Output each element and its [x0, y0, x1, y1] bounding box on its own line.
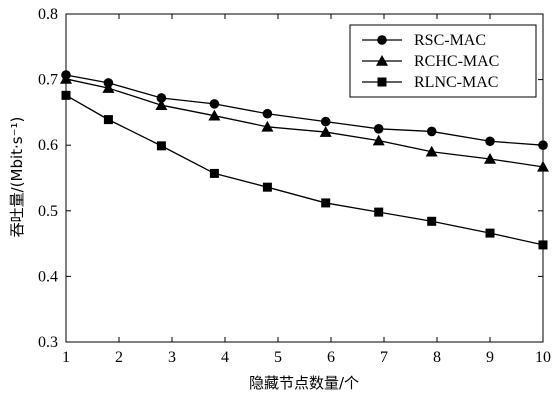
series-line-rsc-mac	[65, 74, 544, 146]
x-tick-label: 10	[535, 349, 551, 366]
legend-label-rsc-mac: RSC-MAC	[414, 32, 486, 49]
x-tick-label: 3	[168, 349, 176, 366]
data-point-rlnc-mac	[485, 228, 495, 238]
data-point-rsc-mac	[373, 124, 384, 134]
data-point-rchc-mac	[261, 120, 274, 132]
x-axis-title: 隐藏节点数量/个	[249, 374, 359, 392]
data-point-rsc-mac	[426, 126, 437, 137]
y-tick-label: 0.8	[38, 6, 58, 23]
data-point-rchc-mac	[537, 160, 549, 172]
x-tick-label: 5	[274, 349, 282, 366]
data-point-rsc-mac	[320, 116, 331, 127]
data-point-rsc-mac	[538, 140, 548, 150]
axes: 1 2 3 4 5 6 7 8 9 10 0.3 0.4 0.5 0.6 0.7 0.8	[38, 6, 551, 366]
legend-marker-rchc-mac	[376, 55, 388, 66]
data-point-rsc-mac	[209, 99, 220, 109]
data-point-rchc-mac	[425, 145, 438, 157]
legend-marker-rlnc-mac	[377, 77, 387, 87]
data-point-rlnc-mac	[427, 216, 437, 226]
data-point-rsc-mac	[485, 136, 495, 147]
data-point-rchc-mac	[208, 109, 221, 121]
y-tick-label: 0.4	[38, 268, 58, 285]
series-rlnc-mac	[61, 90, 548, 250]
y-tick-label: 0.6	[38, 137, 58, 154]
series-rchc-mac	[60, 72, 549, 172]
data-point-rchc-mac	[60, 72, 72, 84]
data-point-rchc-mac	[372, 134, 385, 146]
data-point-rlnc-mac	[262, 182, 272, 192]
data-point-rlnc-mac	[374, 207, 384, 217]
x-tick-label: 1	[62, 349, 70, 366]
y-tick-label: 0.3	[38, 334, 58, 351]
legend-marker-rsc-mac	[377, 35, 387, 45]
legend-label-rlnc-mac: RLNC-MAC	[414, 74, 498, 91]
data-point-rlnc-mac	[156, 141, 166, 151]
plot-frame	[65, 13, 544, 343]
x-tick-label: 7	[380, 349, 388, 366]
legend-label-rchc-mac: RCHC-MAC	[414, 53, 499, 70]
data-point-rsc-mac	[156, 93, 167, 103]
data-point-rchc-mac	[155, 99, 168, 110]
x-tick-label: 8	[433, 349, 441, 366]
data-point-rchc-mac	[484, 152, 496, 164]
series-line-rchc-mac	[65, 78, 544, 168]
series-layer	[60, 70, 549, 250]
data-point-rchc-mac	[102, 82, 115, 93]
data-point-rlnc-mac	[103, 115, 113, 125]
data-point-rlnc-mac	[209, 168, 219, 178]
y-tick-label: 0.5	[38, 203, 58, 220]
y-axis-title: 吞吐量/(Mbit·s⁻¹)	[8, 117, 26, 238]
data-point-rlnc-mac	[61, 90, 71, 100]
data-point-rlnc-mac	[538, 240, 548, 250]
data-point-rchc-mac	[319, 126, 332, 137]
legend: RSC-MAC RCHC-MAC RLNC-MAC	[349, 24, 537, 98]
x-tick-label: 2	[115, 349, 123, 366]
data-point-rsc-mac	[262, 108, 273, 119]
data-point-rlnc-mac	[321, 198, 331, 208]
x-tick-label: 9	[486, 349, 494, 366]
x-tick-label: 4	[221, 349, 229, 366]
y-tick-label: 0.7	[38, 72, 58, 89]
x-tick-label: 6	[327, 349, 335, 366]
series-line-rlnc-mac	[65, 94, 544, 246]
